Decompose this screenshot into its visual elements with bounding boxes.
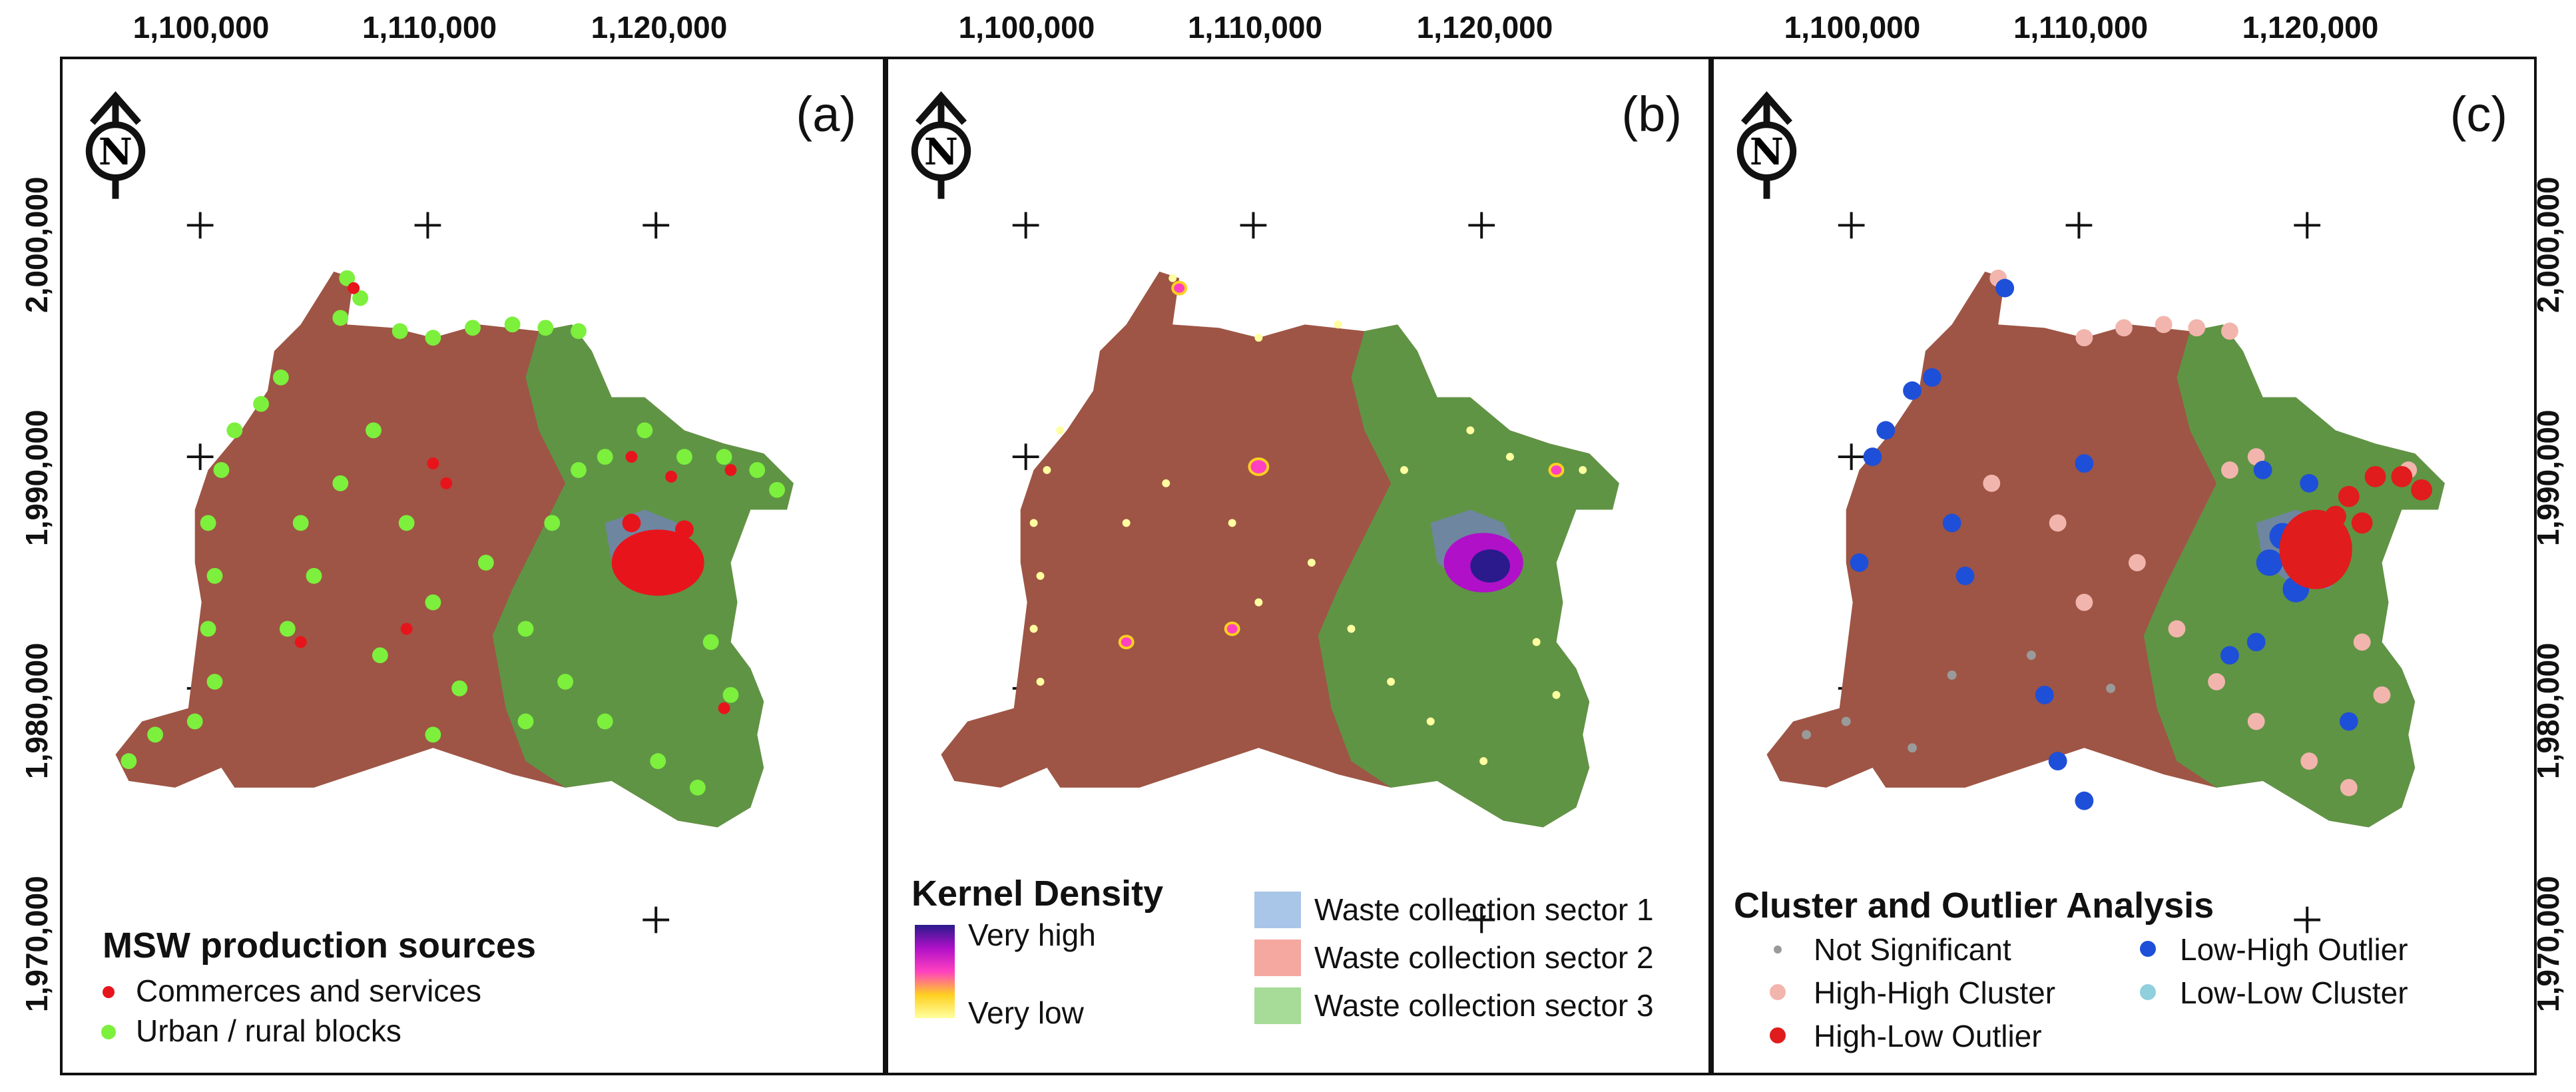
map-panel-b: N bbox=[886, 57, 1711, 1075]
y-tick-label: 1,990,000 bbox=[19, 410, 54, 546]
x-tick-label: 1,120,000 bbox=[2242, 10, 2379, 45]
y-tick-label: 1,970,000 bbox=[19, 876, 54, 1012]
legend-ramp-low: Very low bbox=[968, 995, 1084, 1030]
north-letter: N bbox=[924, 131, 958, 174]
north-arrow-icon: N bbox=[85, 91, 146, 199]
legend-swatch-high-high bbox=[1770, 984, 1786, 1000]
north-arrow-icon: N bbox=[1736, 91, 1797, 199]
x-tick-label: 1,100,000 bbox=[1784, 10, 1921, 45]
high-high-cluster-points bbox=[1983, 269, 2418, 796]
map-canvas: N bbox=[85, 91, 794, 934]
map-canvas: N bbox=[911, 91, 1619, 934]
legend-item: Waste collection sector 3 bbox=[1314, 988, 1654, 1023]
legend-ramp-high: Very high bbox=[968, 918, 1096, 952]
x-tick-label: 1,120,000 bbox=[1416, 10, 1553, 45]
north-arrow-icon: N bbox=[911, 91, 971, 199]
legend-title: MSW production sources bbox=[103, 926, 537, 965]
x-tick-label: 1,110,000 bbox=[1187, 10, 1323, 45]
kernel-density-hotspots bbox=[1118, 280, 1565, 650]
legend-item: Urban / rural blocks bbox=[136, 1013, 401, 1048]
legend-swatch-sector-2 bbox=[1254, 940, 1301, 976]
commerce-points bbox=[294, 282, 737, 714]
legend-item: Commerces and services bbox=[136, 973, 481, 1008]
low-high-outlier-points bbox=[1850, 278, 2358, 810]
y-tick-label: 1,980,000 bbox=[19, 643, 54, 779]
legend-swatch-low-high bbox=[2140, 941, 2156, 957]
panel-label: (c) bbox=[2449, 87, 2507, 142]
x-tick-label: 1,110,000 bbox=[362, 10, 497, 45]
north-letter: N bbox=[1750, 131, 1784, 174]
y-tick-label: 2,000,000 bbox=[19, 176, 54, 313]
legend-swatch-urban bbox=[101, 1025, 116, 1039]
legend-swatch-commerce bbox=[103, 986, 115, 998]
map-panel-a: N bbox=[60, 57, 886, 1075]
legend-swatch-sector-3 bbox=[1254, 987, 1301, 1024]
legend-item: Low-High Outlier bbox=[2180, 932, 2408, 967]
legend-title: Kernel Density bbox=[911, 874, 1164, 914]
legend-swatch-sector-1 bbox=[1254, 892, 1301, 928]
map-panel-c: N bbox=[1711, 57, 2537, 1075]
legend-item: Waste collection sector 2 bbox=[1314, 940, 1654, 975]
legend-swatch-not-significant bbox=[1774, 946, 1782, 954]
legend-item: High-Low Outlier bbox=[1814, 1019, 2042, 1053]
legend-item: High-High Cluster bbox=[1814, 975, 2056, 1010]
x-tick-label: 1,100,000 bbox=[132, 10, 270, 45]
legend-swatch-high-low bbox=[1770, 1027, 1786, 1043]
map-canvas: N bbox=[1736, 91, 2445, 934]
x-tick-label: 1,110,000 bbox=[2013, 10, 2149, 45]
not-significant-points bbox=[1802, 651, 2116, 753]
kernel-density-low bbox=[1029, 274, 1587, 766]
urban-blocks-points bbox=[121, 270, 785, 796]
kernel-density-ramp bbox=[915, 925, 955, 1018]
north-letter: N bbox=[99, 131, 132, 174]
legend-item: Waste collection sector 1 bbox=[1314, 892, 1654, 927]
legend-item: Not Significant bbox=[1814, 932, 2011, 967]
panel-label: (b) bbox=[1621, 87, 1682, 142]
legend-swatch-low-low bbox=[2140, 984, 2156, 1000]
panel-label: (a) bbox=[796, 87, 856, 142]
x-tick-label: 1,120,000 bbox=[591, 10, 728, 45]
x-tick-label: 1,100,000 bbox=[958, 10, 1095, 45]
legend-item: Low-Low Cluster bbox=[2180, 975, 2408, 1010]
legend-title: Cluster and Outlier Analysis bbox=[1734, 886, 2214, 926]
high-low-outlier-points bbox=[2279, 465, 2432, 589]
